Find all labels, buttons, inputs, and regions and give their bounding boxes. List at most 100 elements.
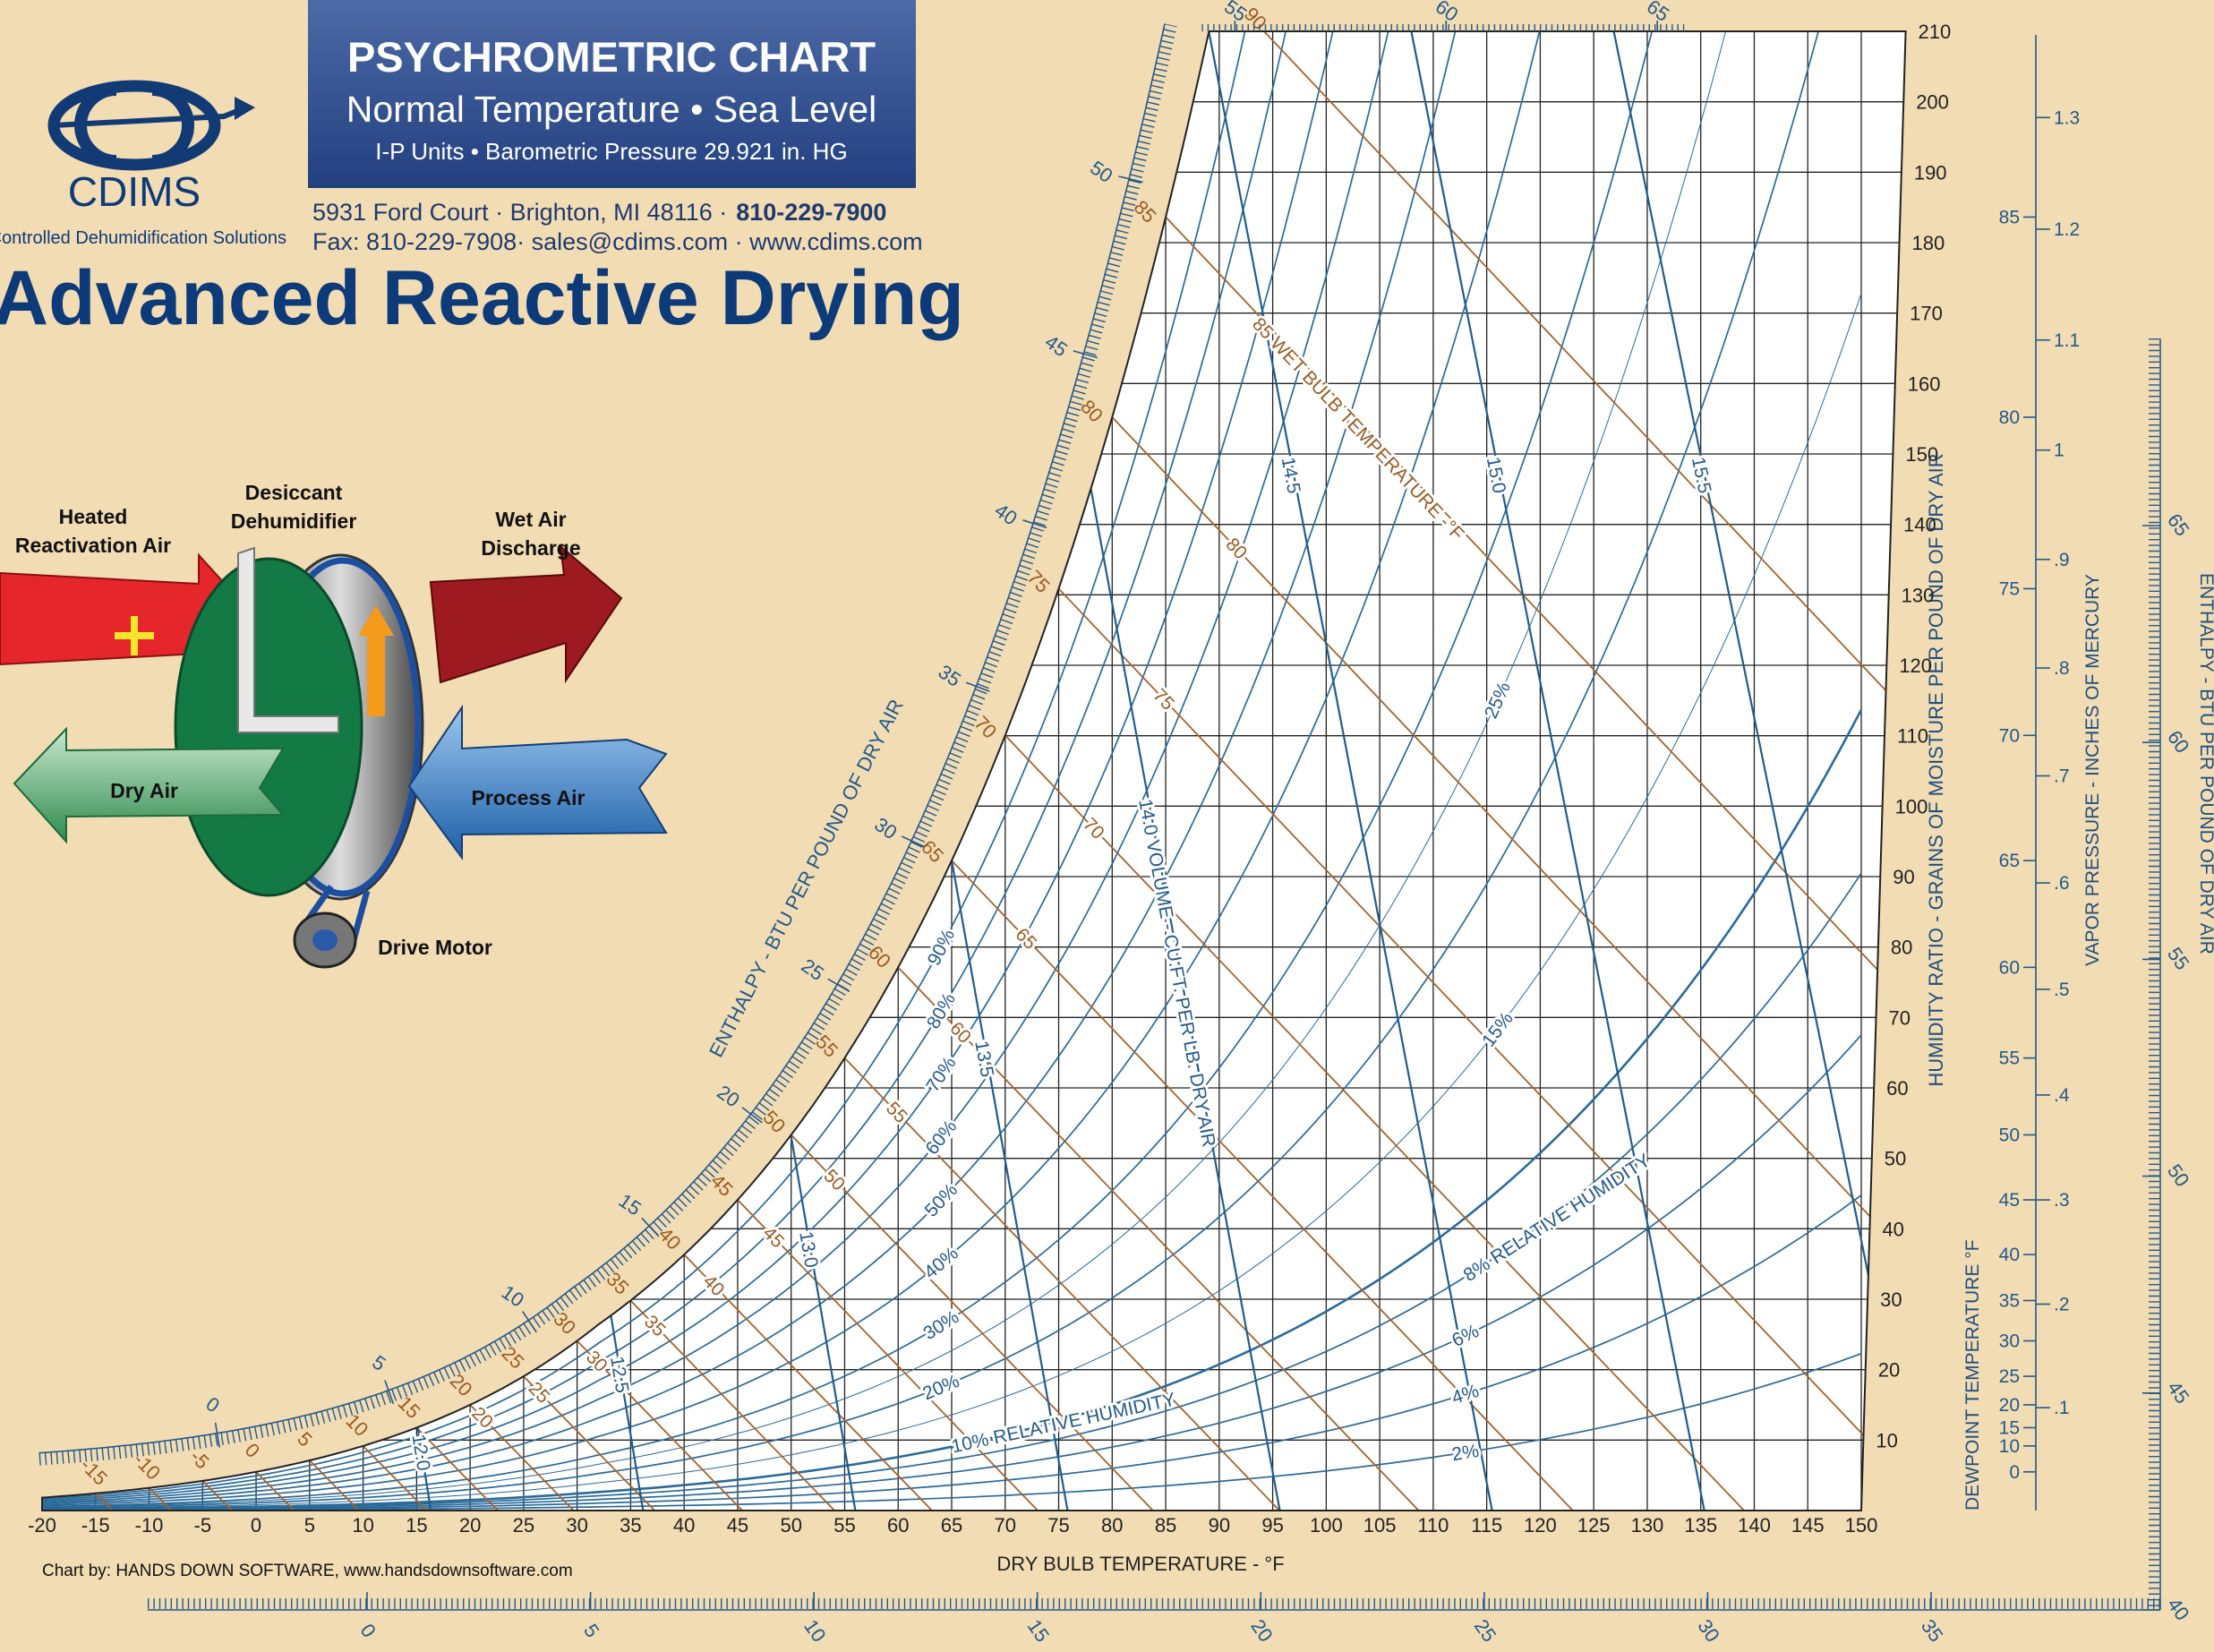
enthalpy-tick [522,1311,537,1333]
enthalpy-label: 20 [1246,1615,1278,1646]
dewpoint-label: 15 [1999,1417,2020,1438]
x-axis-title: DRY BULB TEMPERATURE - °F [996,1553,1284,1575]
dewpoint-label: 60 [1999,957,2020,978]
wet-bulb-label: 50 [758,1106,790,1137]
y-tick-label: 180 [1911,232,1945,254]
vapor-pressure-label: .4 [2054,1085,2070,1106]
logo-name: CDIMS [68,168,201,215]
rh-curve [42,293,1862,1510]
wet-bulb-line [1004,734,1745,1511]
vapor-pressure-label: .6 [2054,873,2070,894]
x-tick-label: 80 [1101,1514,1123,1536]
x-tick-label: 145 [1791,1514,1825,1536]
y-tick-label: 160 [1908,372,1941,395]
y-tick-label: 120 [1899,655,1932,677]
dewpoint-label: 0 [2009,1462,2020,1483]
logo-tagline: Controlled Dehumidification Solutions [0,228,286,248]
enthalpy-tick [827,978,851,993]
wet-bulb-label: 0 [241,1439,264,1462]
wet-bulb-label: 70 [970,712,1001,743]
wet-bulb-line [1111,416,1906,1511]
x-tick-label: 110 [1417,1514,1449,1536]
wet-bulb-line [309,1459,360,1511]
enthalpy-tick [384,1380,395,1405]
x-tick-label: 150 [1845,1514,1878,1536]
wet-bulb-line [523,1375,655,1511]
wet-bulb-label: 15 [394,1391,425,1423]
enthalpy-label: 65 [1643,0,1673,26]
dewpoint-label: 65 [1999,851,2020,871]
x-tick-label: 50 [780,1514,801,1536]
rh-curve [42,31,1542,1507]
wet-bulb-line [148,1487,173,1511]
process-air-arrow [407,704,668,861]
x-tick-label: 5 [304,1514,315,1536]
enthalpy-tick [214,1422,220,1448]
enthalpy-label: 5 [579,1620,604,1641]
credit: Chart by: HANDS DOWN SOFTWARE, www.hands… [42,1562,573,1580]
address-line: 5931 Ford Court · Brighton, MI 48116 · 81… [312,199,886,226]
vapor-pressure-label: .1 [2054,1398,2070,1418]
wet-bulb-label: -10 [129,1448,165,1484]
x-tick-label: 15 [406,1514,427,1536]
enthalpy-label: 60 [1432,0,1462,26]
y-tick-label: 200 [1916,91,1949,114]
phone: 810-229-7900 [736,199,886,226]
enthalpy-label: 55 [2163,943,2194,973]
wet-bulb-line [255,1471,295,1511]
x-tick-label: 60 [887,1514,909,1536]
x-tick-label: 30 [566,1514,587,1536]
dewpoint-label: 50 [1999,1125,2020,1145]
wet-bulb-label: 55 [811,1031,842,1062]
dewpoint-label: 55 [1999,1049,2020,1069]
diagram-label: Dehumidifier [231,509,357,533]
seal [237,546,339,733]
vapor-pressure-label: .3 [2054,1190,2070,1211]
x-tick-label: 35 [620,1514,641,1536]
wet-bulb-line [629,1299,835,1511]
x-tick-label: -15 [81,1514,110,1536]
vapor-pressure-label: .5 [2054,980,2070,1000]
diagram: Heated Reactivation Air Desiccant Dehumi… [0,481,668,969]
chart-area [42,31,1906,1511]
y-tick-label: 50 [1885,1148,1906,1170]
vapor-pressure-label: .8 [2054,658,2070,679]
x-tick-label: -20 [28,1514,56,1536]
x-tick-label: 140 [1738,1514,1771,1536]
y-tick-label: 140 [1903,514,1936,536]
wet-bulb-line [951,860,1574,1511]
x-tick-label: 75 [1047,1514,1069,1536]
dewpoint-label: 10 [1999,1436,2020,1457]
motor-pulley [312,929,338,951]
x-tick-label: 25 [513,1514,534,1536]
rh-curve [42,1194,1862,1511]
wet-bulb-label: 85 [1130,196,1161,227]
enthalpy-tick [1073,350,1098,359]
enthalpy-scale-line [38,23,1166,1454]
y-axis-title: HUMIDITY RATIO - GRAINS OF MOISTURE PER … [1925,453,1947,1086]
enthalpy-label: 10 [498,1280,528,1312]
y-tick-label: 210 [1919,21,1952,43]
dewpoint-label: 35 [1999,1290,2020,1311]
rotation-arrow [358,605,394,716]
chart-outline [41,30,1907,1511]
wet-bulb-line [577,1340,743,1511]
rh-curve [42,31,1391,1504]
wet-bulb-line [1057,587,1906,1511]
wet-bulb-label: 5 [293,1427,316,1451]
rh-curve [42,31,1734,1508]
volume-line [1208,31,1493,1511]
wet-bulb-label: 30 [549,1307,580,1339]
enthalpy-label: 50 [1086,156,1116,187]
wet-bulb-label: 80 [1076,395,1107,426]
wet-bulb-line [415,1426,499,1511]
dewpoint-label: 25 [1999,1366,2020,1387]
enthalpy-tick [741,1107,763,1124]
enthalpy-label: 45 [2163,1377,2194,1408]
x-tick-label: 85 [1155,1514,1176,1536]
y-tick-label: 20 [1878,1359,1900,1382]
logo: CDIMS Controlled Dehumidification Soluti… [0,80,286,248]
dewpoint-label: 20 [1999,1395,2020,1416]
rh-curve [42,31,1338,1502]
